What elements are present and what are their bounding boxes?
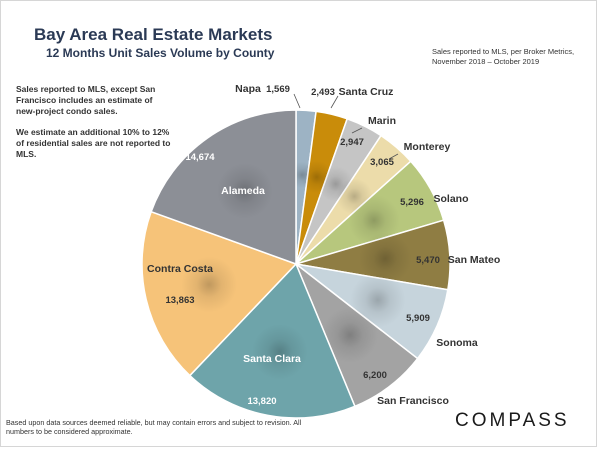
slice-value: 13,820 xyxy=(247,396,276,407)
slice-value: 1,569 xyxy=(266,84,290,95)
slice-value: 2,947 xyxy=(340,137,364,148)
disclaimer: Based upon data sources deemed reliable,… xyxy=(6,418,302,436)
slice-label: Alameda xyxy=(221,185,265,197)
leader-line xyxy=(293,93,301,109)
slice-value: 5,296 xyxy=(400,197,424,208)
slice-label: Marin xyxy=(368,115,396,127)
slice-value: 5,470 xyxy=(416,255,440,266)
slice-label: San Francisco xyxy=(377,395,449,407)
slice-label: Solano xyxy=(433,193,468,205)
slice-label: Santa Cruz xyxy=(339,86,394,98)
slice-label: Santa Clara xyxy=(243,353,301,365)
slice-value: 3,065 xyxy=(370,157,394,168)
slice-label: Napa xyxy=(235,83,261,95)
estimate-note: We estimate an additional 10% to 12% of … xyxy=(16,127,171,159)
leader-line xyxy=(388,153,399,160)
slice-shading xyxy=(181,256,238,313)
slice-label: Sonoma xyxy=(436,337,478,349)
chart-subtitle: 12 Months Unit Sales Volume by County xyxy=(46,46,275,60)
slice-label: San Mateo xyxy=(448,254,501,266)
slice-shading xyxy=(322,307,379,363)
slice-value: 13,863 xyxy=(165,295,194,306)
slice-value: 2,493 xyxy=(311,87,335,98)
chart-title: Bay Area Real Estate Markets xyxy=(34,25,273,44)
slice-label: Monterey xyxy=(404,141,451,153)
slice-value: 6,200 xyxy=(363,370,387,381)
slice-shading xyxy=(358,232,412,285)
leader-line xyxy=(351,127,363,134)
source-note: Sales reported to MLS, per Broker Metric… xyxy=(432,47,575,66)
slice-shading xyxy=(251,323,308,380)
compass-logo: COMPASS xyxy=(455,410,570,431)
slice-label: Contra Costa xyxy=(147,263,213,275)
slice-value: 5,909 xyxy=(406,313,430,324)
leader-line xyxy=(330,95,339,109)
slice-shading xyxy=(216,162,273,219)
mls-note: Sales reported to MLS, except San Franci… xyxy=(16,84,156,116)
slice-value: 14,674 xyxy=(185,152,215,163)
